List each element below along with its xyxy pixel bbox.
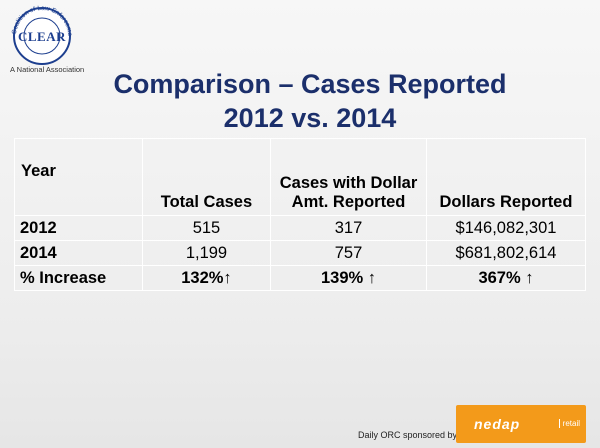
row-year: % Increase	[14, 265, 143, 291]
header-dollars-reported: Dollars Reported	[425, 138, 587, 216]
row-dollars-reported: 367% ↑	[425, 265, 587, 291]
header-cases-with-dollar: Cases with Dollar Amt. Reported	[270, 138, 427, 216]
row-total-cases: 515	[141, 215, 272, 241]
table-row: 2014 1,199 757 $681,802,614	[14, 240, 587, 266]
row-cases-with-dollar: 757	[270, 240, 427, 266]
row-cases-with-dollar: 317	[270, 215, 427, 241]
row-year: 2012	[14, 215, 143, 241]
table-row: % Increase 132%↑ 139% ↑ 367% ↑	[14, 265, 587, 291]
slide-subtitle: 2012 vs. 2014	[223, 103, 397, 133]
table-row: 2012 515 317 $146,082,301	[14, 215, 587, 241]
nedap-logo: nedap retail	[456, 405, 586, 443]
row-total-cases: 1,199	[141, 240, 272, 266]
row-total-cases: 132%↑	[141, 265, 272, 291]
row-dollars-reported: $146,082,301	[425, 215, 587, 241]
comparison-table: Year Total Cases Cases with Dollar Amt. …	[14, 138, 587, 291]
row-cases-with-dollar: 139% ↑	[270, 265, 427, 291]
row-year: 2014	[14, 240, 143, 266]
header-total-cases: Total Cases	[141, 138, 272, 216]
row-dollars-reported: $681,802,614	[425, 240, 587, 266]
sponsor-brand: nedap	[474, 416, 521, 432]
clear-logo: Coalition of Law Enforcement and Retail …	[6, 2, 84, 74]
logo-caption: A National Association	[10, 65, 85, 74]
logo-name: CLEAR	[18, 29, 67, 44]
slide-title: Comparison – Cases Reported	[113, 69, 507, 99]
header-year: Year	[14, 138, 143, 216]
sponsor-sub: retail	[558, 419, 580, 428]
table-header-row: Year Total Cases Cases with Dollar Amt. …	[14, 138, 587, 216]
logo-ring-icon: Coalition of Law Enforcement and Retail	[6, 2, 73, 65]
sponsor-caption: Daily ORC sponsored by:	[358, 430, 460, 440]
